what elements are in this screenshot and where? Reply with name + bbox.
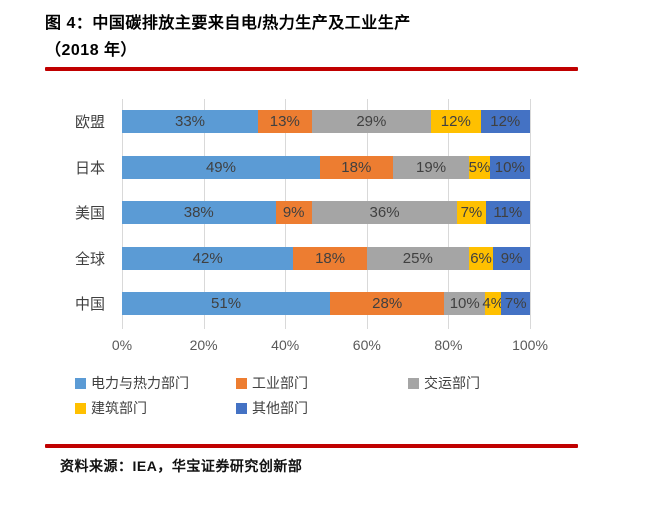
- bar-segment: 18%: [319, 155, 393, 179]
- figure-title: 图 4：中国碳排放主要来自电/热力生产及工业生产 （2018 年）: [45, 10, 580, 64]
- segment-value-label: 10%: [449, 295, 480, 313]
- bar-segment: 13%: [258, 110, 312, 134]
- x-axis-tick-label: 0%: [111, 337, 133, 353]
- segment-value-label: 7%: [504, 295, 527, 313]
- bar-segment: 10%: [489, 155, 530, 179]
- legend-label: 其他部门: [252, 400, 308, 416]
- bar-segment: 4%: [482, 292, 505, 316]
- bar-segment: 5%: [468, 155, 491, 179]
- legend-item: 交运部门: [408, 373, 575, 393]
- segment-value-label: 5%: [468, 158, 491, 176]
- bar-segment: 42%: [122, 246, 294, 270]
- segment-value-label: 33%: [174, 113, 206, 131]
- segment-value-label: 19%: [416, 158, 447, 176]
- bar-segment: 25%: [366, 246, 469, 270]
- legend-item: 工业部门: [236, 373, 408, 393]
- category-label: 全球: [74, 250, 105, 268]
- figure-title-line2: （2018 年）: [45, 42, 138, 59]
- segment-value-label: 12%: [440, 113, 471, 131]
- segment-value-label: 11%: [493, 204, 523, 222]
- bar-segment: 29%: [311, 110, 432, 134]
- bar-segment: 10%: [444, 292, 486, 316]
- category-label: 日本: [74, 159, 105, 177]
- source-note: 资料来源：IEA，华宝证券研究创新部: [60, 458, 303, 474]
- plot-area: 欧盟 33% 13% 29% 12% 12% 日本 49% 18% 19% 5% 10% 美国 38% 9%…: [45, 99, 578, 329]
- segment-value-label: 4%: [482, 295, 505, 313]
- bar-segment: 12%: [480, 110, 530, 134]
- x-axis-tick-label: 100%: [512, 337, 548, 353]
- bar-segment: 38%: [122, 201, 276, 225]
- bar-segment: 9%: [493, 246, 530, 270]
- bar-segment: 11%: [485, 201, 530, 225]
- category-label: 欧盟: [74, 114, 105, 132]
- legend-label: 工业部门: [252, 375, 308, 391]
- chart-row: 美国 38% 9% 36% 7% 11%: [45, 190, 530, 236]
- report-figure: 图 4：中国碳排放主要来自电/热力生产及工业生产 （2018 年） 欧盟 33% 1…: [0, 10, 670, 507]
- segment-value-label: 9%: [500, 249, 523, 267]
- bar-rows: 欧盟 33% 13% 29% 12% 12% 日本 49% 18% 19% 5% 10% 美国 38% 9%…: [45, 99, 530, 327]
- stacked-bar: 51% 28% 10% 4% 7%: [122, 292, 530, 316]
- x-axis: 0% 20% 40% 60% 80% 100%: [112, 337, 548, 359]
- figure-title-line1: 图 4：中国碳排放主要来自电/热力生产及工业生产: [45, 15, 411, 32]
- x-axis-tick-label: 60%: [352, 337, 381, 353]
- legend-marker: [75, 402, 86, 414]
- chart-row: 全球 42% 18% 25% 6% 9%: [45, 236, 530, 282]
- category-label: 美国: [74, 205, 105, 223]
- legend-marker: [236, 377, 247, 389]
- segment-value-label: 10%: [494, 158, 525, 176]
- stacked-bar: 38% 9% 36% 7% 11%: [122, 201, 530, 225]
- stacked-bar: 33% 13% 29% 12% 12%: [122, 110, 530, 134]
- bar-segment: 6%: [468, 246, 494, 270]
- legend-marker: [75, 377, 86, 389]
- x-axis-tick-label: 20%: [189, 337, 218, 353]
- segment-value-label: 25%: [402, 249, 433, 267]
- legend-item: 其他部门: [236, 398, 408, 418]
- footer-rule: [45, 444, 578, 448]
- chart-row: 日本 49% 18% 19% 5% 10%: [45, 145, 530, 191]
- category-label: 中国: [74, 296, 105, 314]
- segment-value-label: 42%: [192, 249, 223, 267]
- bar-segment: 7%: [501, 292, 530, 316]
- bar-segment: 9%: [275, 201, 312, 225]
- stacked-bar: 49% 18% 19% 5% 10%: [122, 155, 530, 179]
- legend-label: 交运部门: [424, 375, 480, 391]
- bar-segment: 51%: [122, 292, 331, 316]
- x-axis-tick-label: 40%: [271, 337, 300, 353]
- bar-segment: 49%: [122, 155, 320, 179]
- segment-value-label: 18%: [315, 249, 346, 267]
- bar-segment: 12%: [431, 110, 481, 134]
- segment-value-label: 7%: [460, 204, 483, 222]
- legend-item: 建筑部门: [75, 398, 236, 418]
- segment-value-label: 18%: [341, 158, 372, 176]
- legend-label: 电力与热力部门: [91, 375, 189, 391]
- legend: 电力与热力部门 工业部门 交运部门建筑部门 其他部门: [75, 373, 575, 418]
- segment-value-label: 51%: [211, 295, 242, 313]
- chart-row: 欧盟 33% 13% 29% 12% 12%: [45, 99, 530, 145]
- bar-segment: 33%: [122, 110, 258, 134]
- title-rule: [45, 67, 578, 71]
- x-axis-tick-label: 80%: [434, 337, 463, 353]
- segment-value-label: 29%: [356, 113, 387, 131]
- legend-marker: [236, 402, 247, 414]
- segment-value-label: 36%: [369, 204, 400, 222]
- segment-value-label: 12%: [490, 113, 521, 131]
- bar-segment: 7%: [457, 201, 486, 225]
- segment-value-label: 13%: [269, 113, 300, 131]
- segment-value-label: 6%: [470, 249, 492, 267]
- chart-row: 中国 51% 28% 10% 4% 7%: [45, 281, 530, 327]
- segment-value-label: 28%: [372, 295, 403, 313]
- stacked-bar-chart: 欧盟 33% 13% 29% 12% 12% 日本 49% 18% 19% 5% 10% 美国 38% 9%…: [45, 99, 578, 418]
- legend-label: 建筑部门: [91, 400, 147, 416]
- stacked-bar: 42% 18% 25% 6% 9%: [122, 246, 530, 270]
- legend-item: 电力与热力部门: [75, 373, 236, 393]
- legend-marker: [408, 377, 419, 389]
- segment-value-label: 38%: [183, 204, 214, 222]
- segment-value-label: 9%: [282, 204, 305, 222]
- bar-segment: 18%: [293, 246, 367, 270]
- segment-value-label: 49%: [205, 158, 236, 176]
- gridline: [530, 99, 531, 329]
- bar-segment: 36%: [311, 201, 458, 225]
- bar-segment: 28%: [330, 292, 445, 316]
- bar-segment: 19%: [392, 155, 470, 179]
